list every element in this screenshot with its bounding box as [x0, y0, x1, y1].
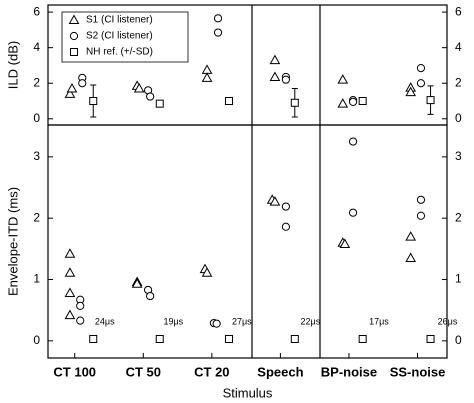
annotation: 22μs — [301, 316, 321, 326]
x-tick-label: BP-noise — [321, 364, 377, 379]
legend-label: S2 (CI listener) — [86, 31, 153, 42]
legend-label: NH ref. (+/-SD) — [86, 47, 153, 58]
y-tick-label: 2 — [33, 210, 40, 224]
point — [131, 278, 143, 288]
point — [426, 96, 435, 105]
x-tick-label: CT 20 — [194, 364, 229, 379]
point — [224, 97, 233, 105]
y-tick-label: 4 — [33, 40, 40, 54]
point — [201, 267, 213, 277]
point — [64, 287, 76, 298]
point — [348, 137, 358, 146]
point — [133, 83, 145, 93]
annotation: 26μs — [438, 316, 458, 326]
y2-tick-label: 1 — [455, 272, 462, 286]
point — [89, 334, 98, 343]
point — [290, 334, 299, 343]
point — [405, 86, 417, 97]
y2-tick-label: 2 — [455, 210, 462, 224]
point — [146, 291, 155, 301]
annotation: 27μs — [232, 316, 252, 326]
point — [416, 64, 426, 73]
y-tick-label: 1 — [33, 272, 40, 286]
point — [64, 267, 76, 277]
point — [269, 54, 281, 65]
y-axis-label: ILD (dB) — [5, 41, 20, 89]
x-tick-label: Speech — [257, 364, 303, 379]
point — [78, 79, 87, 88]
bottom-panel — [47, 124, 448, 359]
annotation: 17μs — [369, 316, 389, 326]
point — [405, 231, 417, 241]
point — [201, 64, 213, 74]
y-tick-label: 2 — [33, 75, 40, 89]
point — [64, 88, 76, 98]
point — [348, 208, 358, 217]
y2-tick-label: 0 — [455, 111, 462, 125]
point — [405, 252, 417, 263]
y-tick-label: 0 — [33, 333, 40, 347]
point — [213, 14, 223, 23]
point — [348, 97, 358, 106]
y2-tick-label: 2 — [455, 75, 462, 89]
point — [212, 319, 221, 328]
y-tick-label: 0 — [33, 111, 40, 125]
point — [76, 316, 85, 325]
point — [281, 222, 290, 231]
point — [224, 334, 233, 343]
point — [269, 196, 281, 206]
point — [358, 334, 367, 343]
annotation: 19μs — [163, 316, 183, 326]
point — [337, 74, 349, 84]
legend-label: S1 (CI listener) — [86, 15, 153, 26]
y-axis-label: Envelope-ITD (ms) — [5, 187, 20, 296]
x-tick-label: CT 100 — [53, 364, 96, 379]
x-axis-label: Stimulus — [223, 385, 273, 400]
point — [337, 98, 349, 108]
point — [76, 301, 85, 310]
point — [281, 75, 290, 84]
point — [146, 92, 155, 101]
point — [64, 248, 76, 258]
point — [66, 83, 78, 93]
y2-tick-label: 0 — [455, 333, 462, 347]
legend-marker — [68, 14, 80, 24]
point — [64, 309, 76, 320]
x-tick-label: CT 50 — [126, 364, 161, 379]
point — [281, 202, 290, 211]
point — [89, 97, 98, 105]
point — [358, 97, 367, 105]
point — [155, 99, 164, 108]
point — [416, 79, 426, 88]
point — [269, 71, 281, 81]
point — [339, 238, 351, 248]
y-tick-label: 3 — [33, 149, 40, 163]
point — [416, 211, 426, 220]
legend — [61, 11, 189, 63]
y2-tick-label: 3 — [455, 149, 462, 163]
legend-marker — [69, 31, 79, 41]
x-tick-label: SS-noise — [390, 364, 446, 379]
y2-tick-label: 6 — [455, 4, 462, 18]
legend-marker — [70, 48, 78, 56]
y-tick-label: 6 — [33, 4, 40, 18]
point — [290, 98, 299, 107]
point — [155, 334, 164, 343]
point — [201, 72, 213, 82]
point — [416, 195, 426, 204]
y2-tick-label: 4 — [455, 40, 462, 54]
annotation: 24μs — [95, 316, 115, 326]
point — [213, 28, 223, 37]
point — [426, 334, 435, 343]
